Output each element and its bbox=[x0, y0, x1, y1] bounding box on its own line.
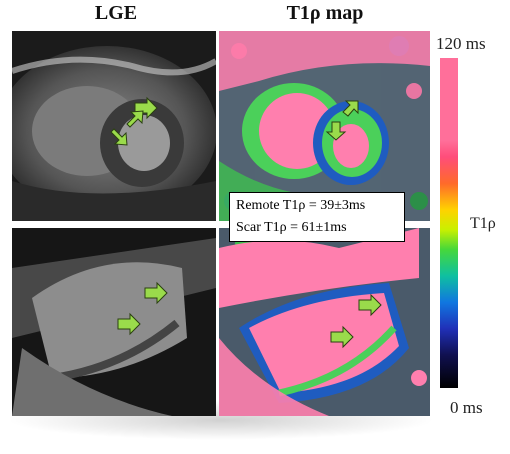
t1rho-long-axis-map bbox=[219, 228, 430, 416]
arrow-icon bbox=[117, 281, 168, 336]
t1rho-map-header: T1ρ map bbox=[286, 2, 364, 24]
lge-header: LGE bbox=[94, 2, 138, 24]
remote-t1rho-value: Remote T1ρ = 39±3ms bbox=[236, 198, 366, 213]
scar-t1rho-value: Scar T1ρ = 61±1ms bbox=[236, 220, 347, 235]
lge-short-axis-image bbox=[12, 31, 216, 221]
arrow-icon bbox=[110, 96, 158, 146]
t1rho-values-box: Remote T1ρ = 39±3ms Scar T1ρ = 61±1ms bbox=[229, 192, 405, 242]
lge-long-axis-image bbox=[12, 228, 216, 416]
colorbar-max-label: 120 ms bbox=[436, 34, 486, 53]
colorbar-title: T1ρ bbox=[470, 215, 496, 232]
colorbar-min-label: 0 ms bbox=[450, 398, 483, 417]
colorbar bbox=[440, 58, 458, 388]
arrow-icon bbox=[330, 293, 382, 349]
arrow-icon bbox=[325, 100, 359, 141]
t1rho-short-axis-map bbox=[219, 31, 430, 221]
